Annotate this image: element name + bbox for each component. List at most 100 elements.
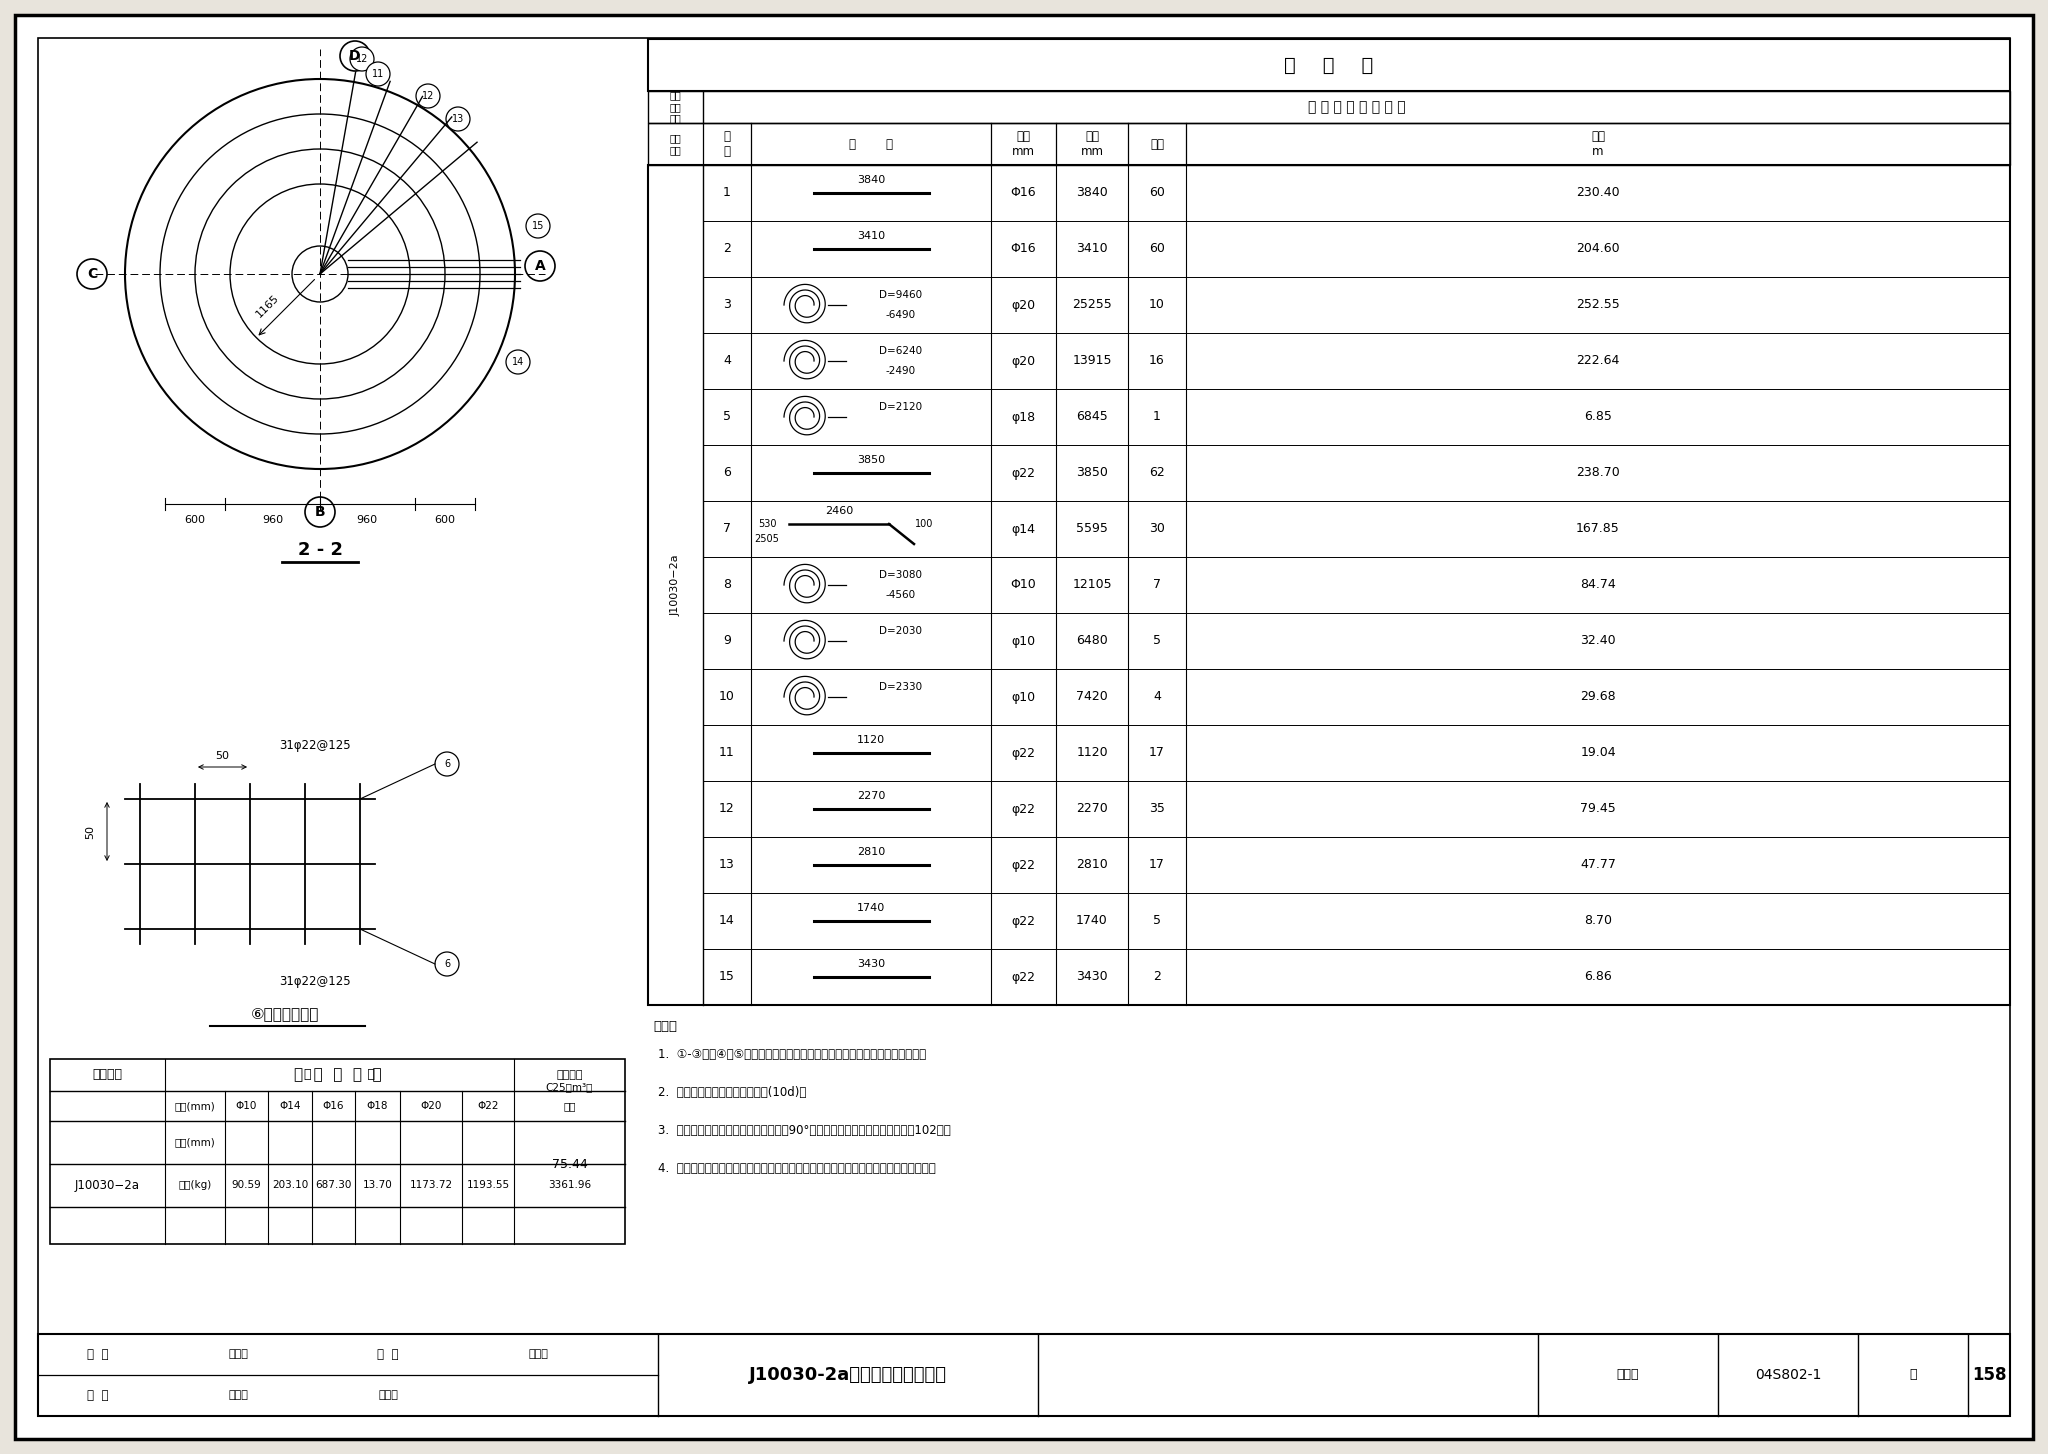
Text: φ10: φ10 <box>1012 691 1036 704</box>
Text: 29.68: 29.68 <box>1581 691 1616 704</box>
Circle shape <box>367 63 389 86</box>
Circle shape <box>416 84 440 108</box>
Text: 1.  ①-③⃝，④与⑤号钉筋交错排列，其埋入及伸出基础顶面的长度见展开图。: 1. ①-③⃝，④与⑤号钉筋交错排列，其埋入及伸出基础顶面的长度见展开图。 <box>657 1048 926 1061</box>
Text: D: D <box>350 49 360 63</box>
Text: 5: 5 <box>1153 915 1161 928</box>
Text: 校  对: 校 对 <box>377 1348 399 1361</box>
Circle shape <box>350 47 375 71</box>
Text: 图集号: 图集号 <box>1616 1368 1638 1381</box>
Text: 222.64: 222.64 <box>1577 355 1620 368</box>
Text: ⑥号钉筋布置图: ⑥号钉筋布置图 <box>250 1006 319 1022</box>
Text: 5595: 5595 <box>1075 522 1108 535</box>
Bar <box>647 39 2009 92</box>
Text: 材  料  用  量  表: 材 料 用 量 表 <box>293 1067 381 1082</box>
Text: 3410: 3410 <box>856 231 885 241</box>
Text: 13915: 13915 <box>1073 355 1112 368</box>
Text: -6490: -6490 <box>887 310 915 320</box>
Text: J10030−2a: J10030−2a <box>76 1179 139 1191</box>
Text: 陈显声: 陈显声 <box>528 1349 549 1359</box>
Text: 2270: 2270 <box>856 791 885 801</box>
Text: 60: 60 <box>1149 243 1165 256</box>
Text: 35: 35 <box>1149 803 1165 816</box>
Text: 62: 62 <box>1149 467 1165 480</box>
Text: Φ22: Φ22 <box>477 1101 500 1111</box>
Text: φ22: φ22 <box>1012 803 1036 816</box>
Text: 230.40: 230.40 <box>1577 186 1620 199</box>
Text: 2810: 2810 <box>856 848 885 856</box>
Text: φ22: φ22 <box>1012 915 1036 928</box>
Text: 3410: 3410 <box>1075 243 1108 256</box>
Text: 说明：: 说明： <box>653 1021 678 1032</box>
Text: 90.59: 90.59 <box>231 1181 262 1189</box>
Text: 1740: 1740 <box>856 903 885 913</box>
Circle shape <box>434 752 459 776</box>
Text: 238.70: 238.70 <box>1577 467 1620 480</box>
Text: 1193.55: 1193.55 <box>467 1181 510 1189</box>
Text: 11: 11 <box>719 746 735 759</box>
Text: 钢    筋    表: 钢 筋 表 <box>1284 55 1374 74</box>
Text: 式        样: 式 样 <box>850 138 893 151</box>
Text: 687.30: 687.30 <box>315 1181 352 1189</box>
Text: D=2330: D=2330 <box>879 682 922 692</box>
Text: 混凝土量: 混凝土量 <box>557 1070 584 1080</box>
Bar <box>39 1333 2009 1416</box>
Text: 归审石: 归审石 <box>227 1349 248 1359</box>
Text: B: B <box>315 505 326 519</box>
Text: 8.70: 8.70 <box>1583 915 1612 928</box>
Text: 60: 60 <box>1149 186 1165 199</box>
Text: J10030-2a模板、配筋图（二）: J10030-2a模板、配筋图（二） <box>750 1365 946 1384</box>
Text: φ22: φ22 <box>1012 746 1036 759</box>
Text: 1120: 1120 <box>1075 746 1108 759</box>
Text: 1740: 1740 <box>1075 915 1108 928</box>
Text: 一 个 构 件 的 钢 筋 表: 一 个 构 件 的 钢 筋 表 <box>1309 100 1405 113</box>
Bar <box>647 124 2009 164</box>
Text: 2: 2 <box>723 243 731 256</box>
Text: 10: 10 <box>719 691 735 704</box>
Text: φ20: φ20 <box>1012 355 1036 368</box>
Text: 重量(kg): 重量(kg) <box>178 1181 211 1189</box>
Text: 15: 15 <box>532 221 545 231</box>
Text: 3.  水管伸入基础于杯口内壁下端设置的90°弯管支墩及基础预留洞的加固筋见102页。: 3. 水管伸入基础于杯口内壁下端设置的90°弯管支墩及基础预留洞的加固筋见102… <box>657 1124 950 1137</box>
Text: 审  核: 审 核 <box>88 1348 109 1361</box>
Text: 13: 13 <box>719 858 735 871</box>
Text: 1: 1 <box>723 186 731 199</box>
Text: 编
号: 编 号 <box>723 129 731 158</box>
Text: 根数: 根数 <box>1151 138 1163 151</box>
Text: 6: 6 <box>723 467 731 480</box>
Text: 50: 50 <box>215 752 229 760</box>
Text: 252.55: 252.55 <box>1577 298 1620 311</box>
Text: 30: 30 <box>1149 522 1165 535</box>
Text: 84.74: 84.74 <box>1581 579 1616 592</box>
Text: 2505: 2505 <box>754 534 780 544</box>
Text: 12: 12 <box>719 803 735 816</box>
Text: 3850: 3850 <box>856 455 885 465</box>
Text: 2: 2 <box>1153 970 1161 983</box>
Circle shape <box>526 214 551 238</box>
Bar <box>647 92 2009 124</box>
Text: 7: 7 <box>1153 579 1161 592</box>
Text: 11: 11 <box>373 68 385 79</box>
Text: 7: 7 <box>723 522 731 535</box>
Text: Φ18: Φ18 <box>367 1101 389 1111</box>
Text: Φ16: Φ16 <box>324 1101 344 1111</box>
Text: 204.60: 204.60 <box>1577 243 1620 256</box>
Text: 3850: 3850 <box>1075 467 1108 480</box>
Text: 构件名称: 构件名称 <box>92 1069 123 1082</box>
Text: 直径
mm: 直径 mm <box>1012 129 1034 158</box>
Text: 10: 10 <box>1149 298 1165 311</box>
Text: 32.40: 32.40 <box>1581 634 1616 647</box>
Text: 31φ22@125: 31φ22@125 <box>279 976 350 989</box>
Text: 14: 14 <box>719 915 735 928</box>
Text: 1120: 1120 <box>856 736 885 744</box>
Text: 6.86: 6.86 <box>1583 970 1612 983</box>
Text: D=9460: D=9460 <box>879 289 922 300</box>
Text: 17: 17 <box>1149 746 1165 759</box>
Text: 04S802-1: 04S802-1 <box>1755 1368 1821 1381</box>
Text: 长度
mm: 长度 mm <box>1081 129 1104 158</box>
Text: 构件
名称
个数: 构件 名称 个数 <box>670 90 682 124</box>
Bar <box>49 1059 625 1245</box>
Text: 6.85: 6.85 <box>1583 410 1612 423</box>
Circle shape <box>434 952 459 976</box>
Text: 6845: 6845 <box>1075 410 1108 423</box>
Text: Φ20: Φ20 <box>420 1101 442 1111</box>
